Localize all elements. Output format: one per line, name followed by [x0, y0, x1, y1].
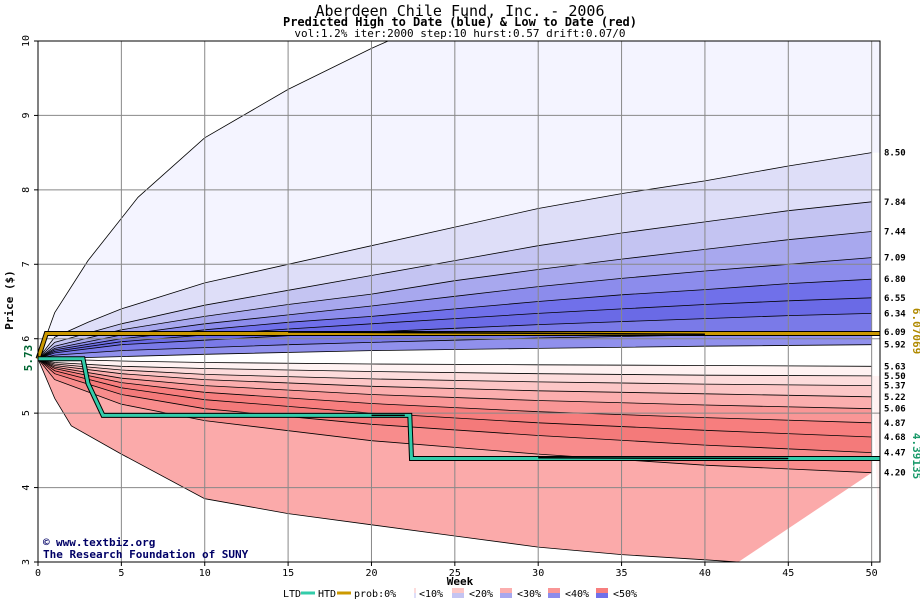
y-tick-label: 6: [21, 336, 32, 342]
legend-htd-label: HTD: [318, 589, 336, 600]
high-band: [38, 297, 872, 359]
legend-prob-0: prob:0%: [354, 589, 396, 600]
x-tick-label: 10: [199, 568, 211, 579]
band-end-label: 8.50: [884, 149, 906, 159]
legend-prob-10: <10%: [419, 589, 443, 600]
band-end-label: 5.63: [884, 362, 906, 372]
realized-segment: [538, 457, 789, 460]
x-axis: 0 5 10 15 20 25 30 35 40 45 50: [35, 562, 878, 579]
band-end-label: 4.87: [884, 419, 906, 429]
x-tick-label: 20: [365, 568, 377, 579]
legend-swatch-red: [548, 588, 560, 593]
low-band: [38, 358, 872, 453]
x-tick-label: 30: [532, 568, 544, 579]
y-axis-label: Price ($): [3, 270, 16, 330]
legend-prob-30: <30%: [517, 589, 541, 600]
copyright-icon: ©: [43, 536, 50, 549]
high-band: [38, 41, 880, 359]
band-end-label: 4.47: [884, 449, 906, 459]
high-band-line: [38, 297, 872, 360]
x-tick-label: 35: [616, 568, 628, 579]
high-band-line: [38, 257, 872, 360]
legend: LTD HTD prob:0% <10% <20% <30% <40% <50%: [283, 588, 637, 600]
chart-title: Aberdeen Chile Fund, Inc. - 2006: [316, 2, 605, 20]
legend-swatch-red: [596, 588, 608, 593]
ltd-line: [38, 357, 880, 460]
high-band-line: [38, 313, 872, 360]
low-band: [38, 358, 872, 409]
x-tick-label: 25: [449, 568, 461, 579]
y-tick-label: 10: [21, 35, 32, 47]
x-tick-label: 45: [782, 568, 794, 579]
start-price-label: 5.73: [22, 345, 35, 372]
credit-org: The Research Foundation of SUNY: [43, 548, 249, 561]
low-band: [38, 358, 872, 386]
legend-prob-20: <20%: [469, 589, 493, 600]
legend-prob-40: <40%: [565, 589, 589, 600]
htd-value-label: 6.07069: [910, 308, 920, 354]
legend-prob-50: <50%: [613, 589, 637, 600]
band-end-label: 6.09: [884, 328, 906, 338]
low-band: [38, 358, 872, 423]
low-band: [38, 358, 872, 473]
chart-subtitle: Predicted High to Date (blue) & Low to D…: [283, 15, 637, 29]
band-end-label: 6.34: [884, 309, 906, 319]
band-end-label: 7.09: [884, 254, 906, 264]
realized-segment: [288, 331, 705, 335]
x-axis-label: Week: [447, 575, 474, 588]
y-tick-label: 9: [21, 112, 32, 118]
legend-swatch-blue: [452, 593, 464, 598]
high-band: [38, 279, 872, 359]
legend-swatch-blue: [596, 593, 608, 598]
credit-site: www.textbiz.org: [56, 536, 155, 549]
legend-ltd-label: LTD: [283, 589, 301, 600]
band-end-label: 4.20: [884, 469, 906, 479]
x-tick-label: 5: [118, 568, 124, 579]
band-end-label: 5.92: [884, 341, 906, 351]
high-band-line: [38, 278, 872, 360]
band-end-label: 5.37: [884, 382, 906, 392]
band-end-label: 5.50: [884, 372, 906, 382]
legend-swatch-0: [400, 588, 414, 598]
path-lines: [35, 331, 880, 461]
x-tick-label: 15: [282, 568, 294, 579]
band-end-label: 5.06: [884, 405, 906, 415]
y-tick-label: 3: [21, 559, 32, 565]
plot-frame: [37, 40, 881, 563]
y-tick-label: 4: [21, 485, 32, 491]
high-band-line: [38, 41, 389, 359]
band-end-label: 7.84: [884, 198, 906, 208]
x-tick-label: 40: [699, 568, 711, 579]
low-band: [38, 358, 872, 397]
band-end-label: 4.68: [884, 433, 906, 443]
legend-swatch-blue: [548, 593, 560, 598]
y-tick-label: 8: [21, 187, 32, 193]
band-end-label: 6.55: [884, 294, 906, 304]
band-end-labels: 8.50 7.84 7.44 7.09 6.80 6.55 6.34 6.09 5.92 5.63…: [884, 149, 906, 479]
legend-swatch-blue: [500, 593, 512, 598]
chart-params: vol:1.2% iter:2000 step:10 hurst:0.57 dr…: [294, 27, 625, 40]
x-tick-label: 50: [866, 568, 878, 579]
low-band: [38, 358, 872, 437]
credit-block: © www.textbiz.org The Research Foundatio…: [43, 536, 249, 561]
band-end-label: 7.44: [884, 228, 906, 238]
legend-swatch-red: [500, 588, 512, 593]
y-axis: 3 4 5 6 7 8 9 10: [21, 35, 38, 565]
high-band-line: [38, 201, 872, 360]
y-tick-label: 7: [21, 261, 32, 267]
band-end-label: 5.22: [884, 393, 906, 403]
legend-swatch-red: [452, 588, 464, 593]
y-tick-label: 5: [21, 410, 32, 416]
low-band-line: [38, 358, 739, 562]
band-end-label: 6.80: [884, 275, 906, 285]
x-tick-label: 0: [35, 568, 41, 579]
ltd-value-label: 4.39135: [910, 433, 920, 479]
